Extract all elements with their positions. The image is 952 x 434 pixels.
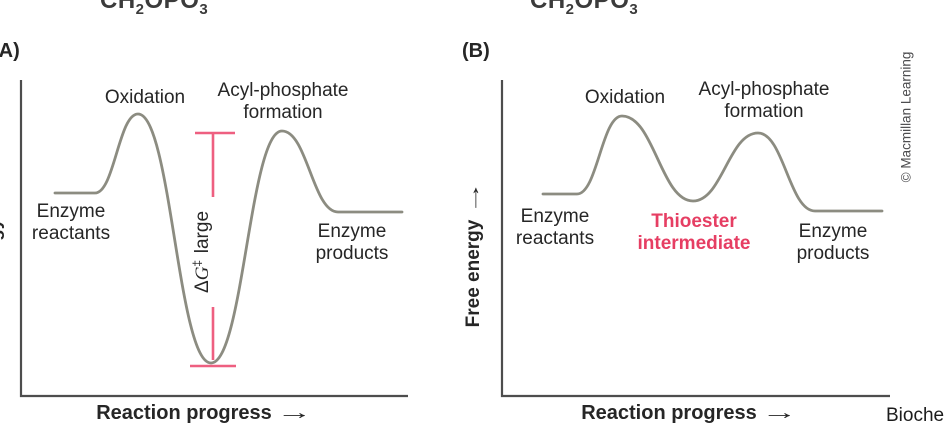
panel-b-letter: (B) — [462, 40, 490, 62]
y-axis-label-b: Free energy → — [463, 181, 485, 328]
macmillan-credit: © Macmillan Learning — [898, 51, 914, 183]
formula-subscript: 3 — [199, 0, 209, 18]
label-enzyme-products-b: Enzyme products — [797, 221, 870, 265]
label-enzyme-reactants-b: Enzyme reactants — [516, 206, 594, 250]
y-axis-label-a: Free energy → — [0, 180, 6, 327]
panel_b-axes — [500, 80, 890, 398]
g-symbol: G — [192, 266, 214, 281]
label-oxidation-a: Oxidation — [104, 87, 186, 108]
formula-superscript: 2− — [638, 0, 655, 2]
formula-part: OPO — [144, 0, 200, 14]
label-acyl-phosphate-b: Acyl-phosphate formation — [699, 79, 830, 123]
label-line: Acyl-phosphate — [698, 79, 830, 100]
up-arrow-icon: → — [463, 181, 484, 216]
label-line: Acyl-phosphate — [217, 80, 349, 101]
right-arrow-icon: → — [275, 402, 312, 424]
label-line: formation — [724, 101, 804, 122]
x-axis-label-b: Reaction progress → — [581, 402, 797, 425]
formula-subscript: 3 — [629, 0, 639, 18]
formula-part: CH — [100, 0, 136, 14]
label-acyl-phosphate-a: Acyl-phosphate formation — [218, 80, 349, 124]
formula-subscript: 2 — [565, 0, 575, 18]
formula-part: OPO — [574, 0, 630, 14]
panel_a-energy-curve — [53, 112, 404, 365]
delta-g-annotation: ΔG‡ large — [190, 211, 214, 293]
panel-a-letter: (A) — [0, 40, 20, 62]
formula-ch2opo3-right: CH2OPO32− — [530, 0, 655, 18]
y-axis-label-text: Free energy — [0, 218, 5, 327]
label-line: Thioester — [651, 211, 737, 232]
y-axis-label-text: Free energy — [463, 219, 484, 328]
formula-part: CH — [530, 0, 566, 14]
formula-ch2opo3-left: CH2OPO32− — [100, 0, 225, 18]
label-oxidation-b: Oxidation — [584, 87, 666, 108]
label-line: Enzyme — [520, 206, 590, 227]
up-arrow-icon: → — [0, 180, 6, 214]
formula-subscript: 2 — [135, 0, 145, 18]
label-line: formation — [243, 102, 323, 123]
annotation-suffix: large — [192, 210, 214, 254]
label-line: intermediate — [637, 233, 751, 254]
formula-superscript: 2− — [208, 0, 225, 2]
double-dagger-icon: ‡ — [189, 259, 204, 267]
label-enzyme-products-a: Enzyme products — [316, 221, 389, 265]
label-line: reactants — [31, 223, 111, 244]
label-thioester-intermediate: Thioester intermediate — [638, 211, 751, 255]
label-line: products — [796, 243, 870, 264]
delta-symbol: Δ — [192, 280, 214, 294]
label-line: products — [315, 243, 389, 264]
corner-text-biochemistry: Bioche — [886, 405, 945, 426]
label-line: Enzyme — [798, 221, 868, 242]
label-line: Enzyme — [36, 201, 106, 222]
label-enzyme-reactants-a: Enzyme reactants — [32, 201, 110, 245]
x-axis-label-text: Reaction progress — [96, 402, 272, 424]
panel_b-energy-curve — [541, 114, 884, 213]
x-axis-label-a: Reaction progress → — [96, 402, 312, 425]
panel_a-axes — [19, 80, 408, 398]
x-axis-label-text: Reaction progress — [581, 402, 757, 424]
label-line: reactants — [515, 228, 595, 249]
label-line: Enzyme — [317, 221, 387, 242]
right-arrow-icon: → — [760, 402, 797, 424]
